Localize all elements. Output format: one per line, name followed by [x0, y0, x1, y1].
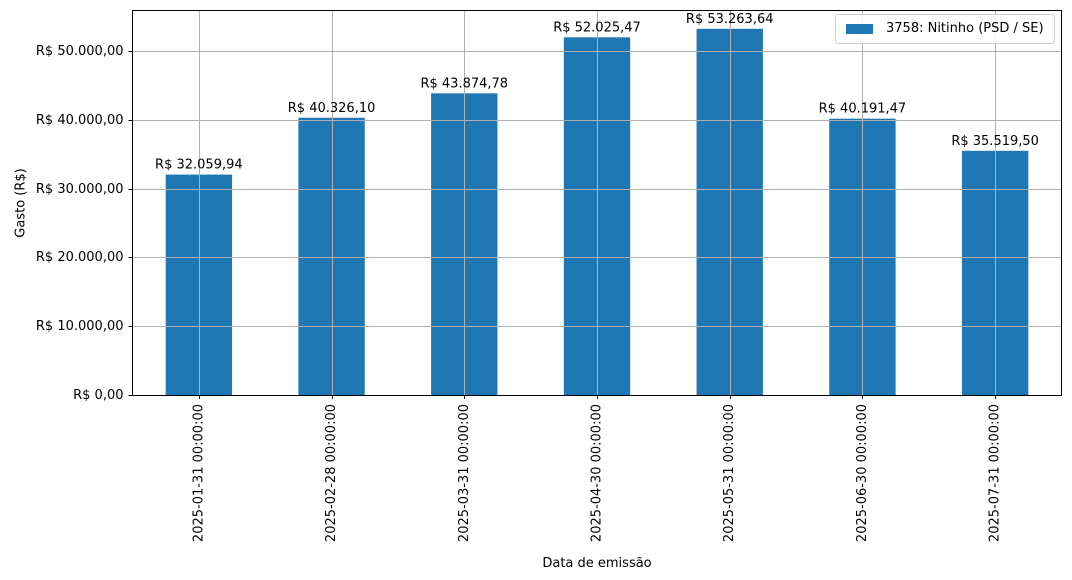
- y-tick-label: R$ 10.000,00: [36, 319, 124, 334]
- x-tick-label: 2025-07-31 00:00:00: [988, 404, 1003, 542]
- x-tick-label: 2025-01-31 00:00:00: [191, 404, 206, 542]
- bar-value-labels: R$ 32.059,94 R$ 40.326,10 R$ 43.874,78 R$ 5…: [155, 12, 1039, 173]
- x-tick-label: 2025-04-30 00:00:00: [590, 404, 605, 542]
- y-tick-label: R$ 0,00: [73, 388, 123, 403]
- bar-value-label: R$ 35.519,50: [951, 134, 1039, 149]
- x-tick-label: 2025-06-30 00:00:00: [855, 404, 870, 542]
- y-tick-label: R$ 50.000,00: [36, 44, 124, 59]
- y-tick-label: R$ 20.000,00: [36, 250, 124, 265]
- bar-value-label: R$ 40.326,10: [288, 101, 376, 116]
- x-axis-ticks: 2025-01-31 00:00:00 2025-02-28 00:00:00 20…: [191, 395, 1003, 542]
- y-axis-ticks: R$ 0,00 R$ 10.000,00 R$ 20.000,00 R$ 30.000…: [36, 44, 133, 403]
- x-tick-label: 2025-05-31 00:00:00: [722, 404, 737, 542]
- bar-value-label: R$ 43.874,78: [420, 76, 508, 91]
- bar: [298, 117, 365, 395]
- bar-value-label: R$ 53.263,64: [686, 12, 774, 27]
- legend-label: 3758: Nitinho (PSD / SE): [886, 21, 1044, 36]
- bar: [165, 174, 233, 395]
- legend: 3758: Nitinho (PSD / SE): [835, 14, 1055, 44]
- bar-value-label: R$ 52.025,47: [553, 20, 641, 35]
- x-tick-label: 2025-02-28 00:00:00: [324, 404, 339, 542]
- y-tick-label: R$ 40.000,00: [36, 113, 124, 128]
- y-tick-label: R$ 30.000,00: [36, 182, 124, 197]
- legend-swatch: [846, 24, 873, 34]
- x-tick-label: 2025-03-31 00:00:00: [457, 404, 472, 542]
- x-axis-label: Data de emissão: [542, 556, 651, 571]
- bar: [696, 28, 763, 396]
- y-axis-label: Gasto (R$): [14, 168, 29, 237]
- grid-lines: [132, 10, 1062, 395]
- bar-value-label: R$ 40.191,47: [819, 102, 907, 117]
- bar-value-label: R$ 32.059,94: [155, 158, 243, 173]
